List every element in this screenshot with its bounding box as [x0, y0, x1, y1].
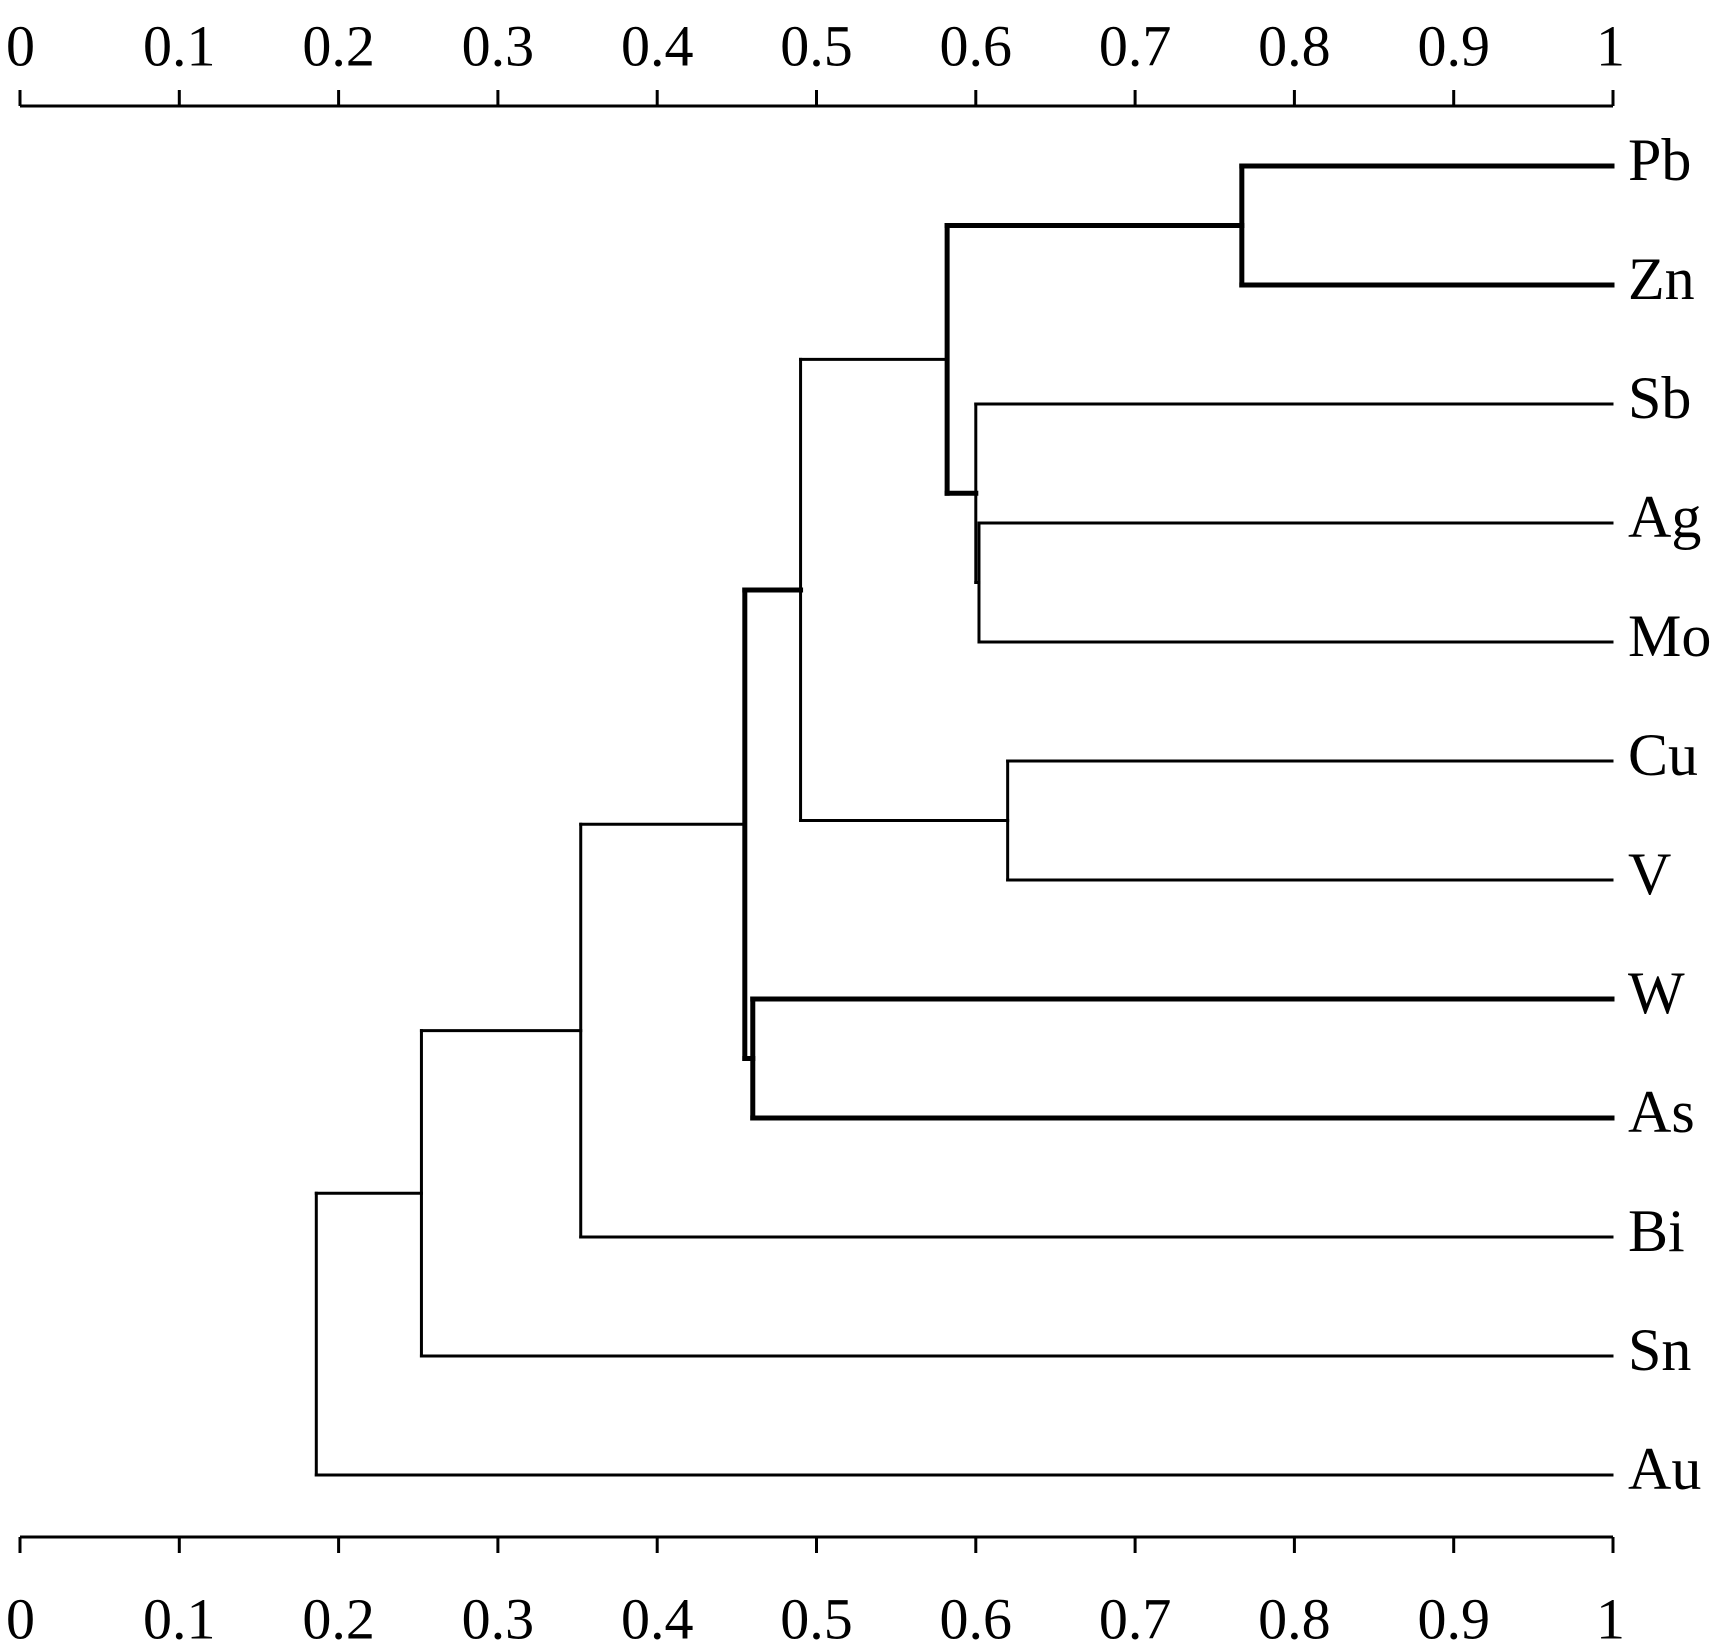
bottom-tick-label: 0.1 [143, 1586, 216, 1641]
leaf-label-zn: Zn [1628, 246, 1695, 312]
leaf-label-au: Au [1628, 1436, 1701, 1502]
bottom-tick-label: 0.9 [1417, 1586, 1490, 1641]
top-tick-label: 1 [1596, 13, 1625, 78]
top-tick-label: 0.7 [1099, 13, 1172, 78]
bottom-tick-label: 0 [6, 1586, 35, 1641]
bottom-tick-label: 0.8 [1258, 1586, 1331, 1641]
bottom-tick-label: 0.5 [780, 1586, 853, 1641]
leaf-label-ag: Ag [1628, 484, 1701, 550]
dendrogram-branches [314, 163, 1615, 1477]
leaf-label-pb: Pb [1628, 127, 1691, 193]
leaf-label-w: W [1628, 960, 1685, 1026]
bottom-axis: 0 0.1 0.2 0.3 0.4 0.5 0.6 0.7 0.8 0.9 1 [6, 1535, 1625, 1641]
bottom-tick-label: 0.3 [462, 1586, 535, 1641]
leaf-label-as: As [1628, 1079, 1695, 1145]
bottom-tick-label: 0.7 [1099, 1586, 1172, 1641]
bottom-tick-label: 0.2 [302, 1586, 375, 1641]
leaf-label-v: V [1628, 841, 1671, 907]
top-tick-label: 0.3 [462, 13, 535, 78]
top-tick-label: 0.6 [940, 13, 1013, 78]
leaf-label-cu: Cu [1628, 722, 1698, 788]
leaf-label-bi: Bi [1628, 1198, 1685, 1264]
bottom-tick-label: 1 [1596, 1586, 1625, 1641]
top-tick-label: 0.2 [302, 13, 375, 78]
leaf-label-sn: Sn [1628, 1317, 1691, 1383]
top-tick-label: 0 [6, 13, 35, 78]
top-axis: 0 0.1 0.2 0.3 0.4 0.5 0.6 0.7 0.8 0.9 1 [6, 13, 1625, 108]
top-tick-label: 0.1 [143, 13, 216, 78]
top-tick-label: 0.9 [1417, 13, 1490, 78]
top-tick-label: 0.5 [780, 13, 853, 78]
leaf-label-mo: Mo [1628, 603, 1711, 669]
top-tick-label: 0.8 [1258, 13, 1331, 78]
leaf-labels: Pb Zn Sb Ag Mo Cu VW As Bi Sn Au [1628, 127, 1711, 1502]
leaf-label-sb: Sb [1628, 365, 1691, 431]
top-tick-label: 0.4 [621, 13, 694, 78]
bottom-tick-label: 0.4 [621, 1586, 694, 1641]
bottom-tick-label: 0.6 [940, 1586, 1013, 1641]
